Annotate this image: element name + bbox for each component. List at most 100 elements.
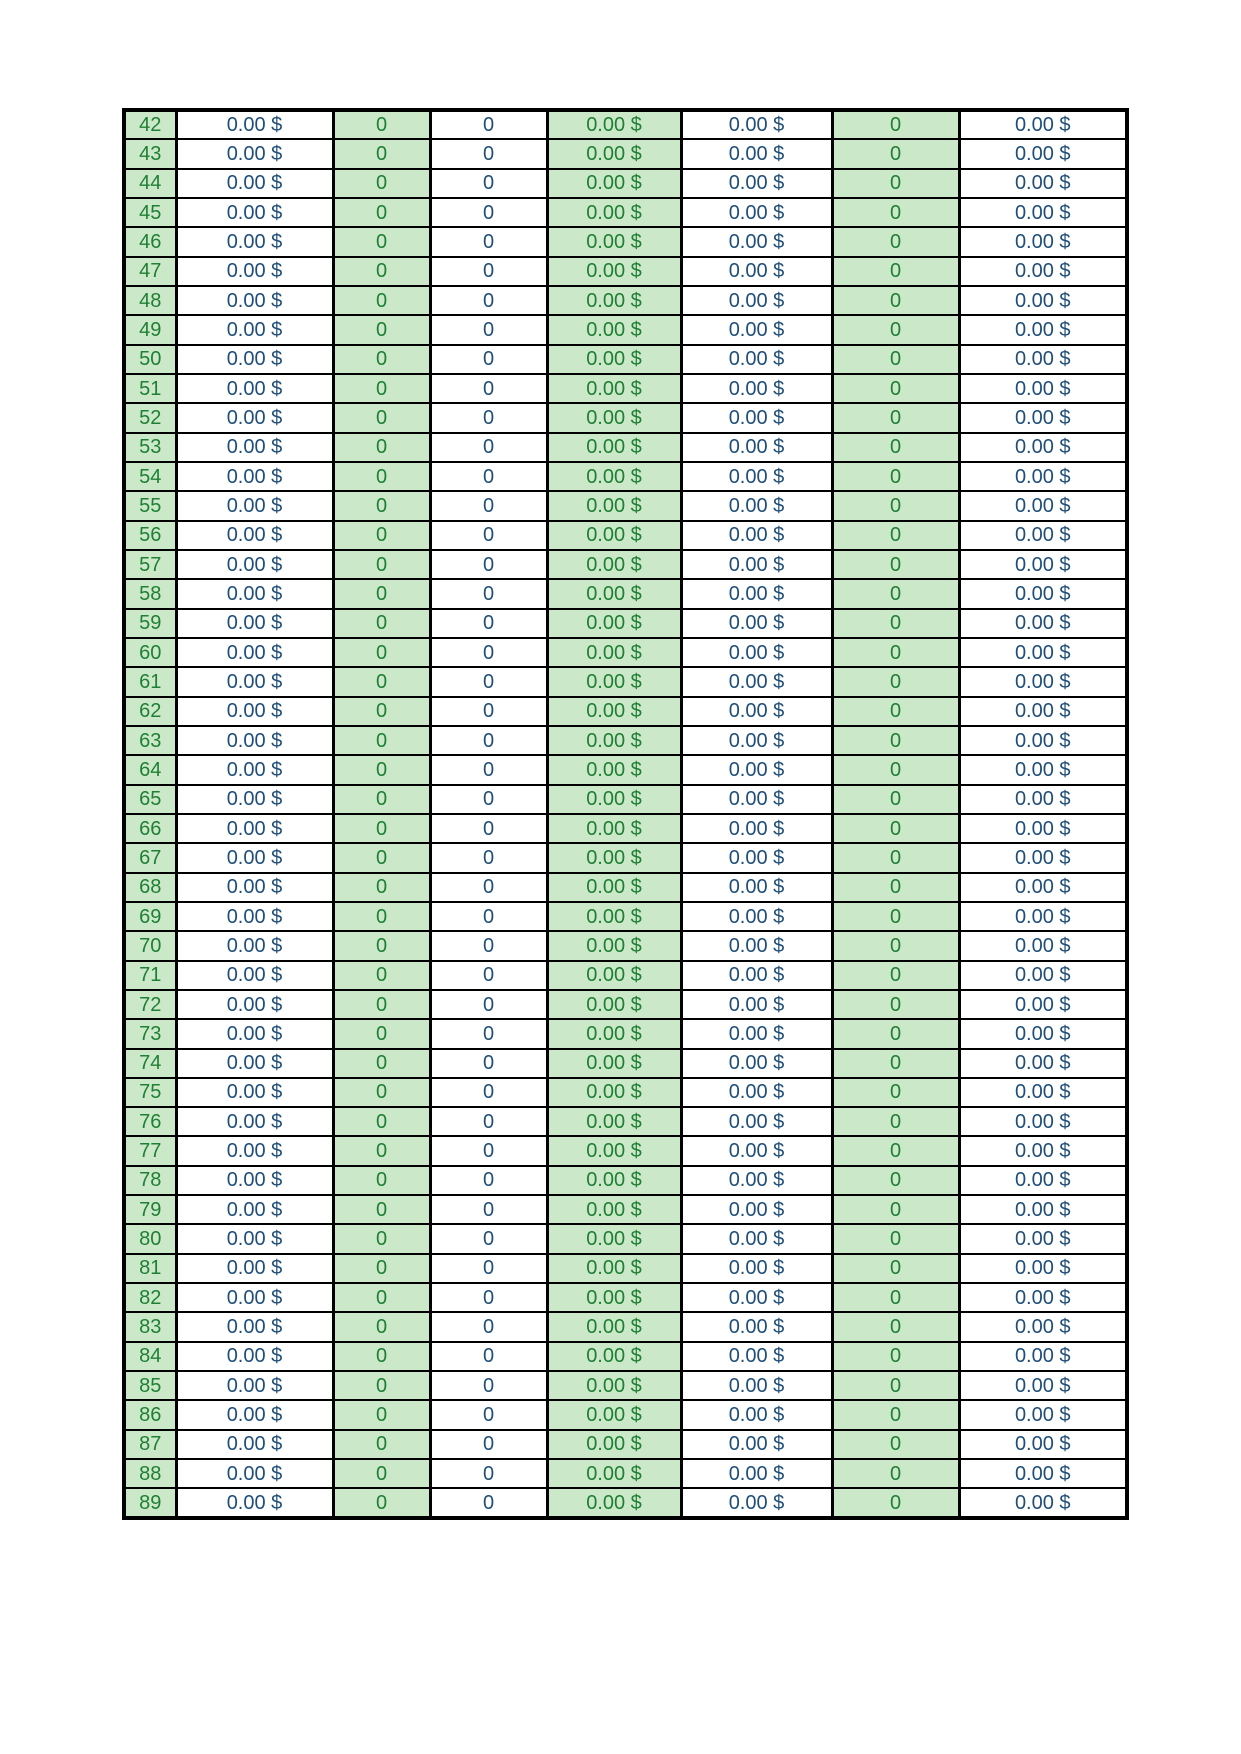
count-cell: 0: [331, 666, 432, 698]
table-row: 43 0.00 $ 0 0 0.00 $ 0.00 $ 0 0.00 $: [122, 138, 1129, 170]
amount-cell: 0.00 $: [679, 754, 834, 786]
amount-cell: 0.00 $: [679, 988, 834, 1021]
count-cell: 0: [428, 196, 549, 229]
amount-cell: 0.00 $: [174, 900, 335, 933]
count-cell: 0: [830, 402, 961, 434]
count-cell: 0: [331, 1370, 432, 1402]
table-row: 48 0.00 $ 0 0 0.00 $ 0.00 $ 0 0.00 $: [122, 284, 1129, 317]
grid-body: 42 0.00 $ 0 0 0.00 $ 0.00 $ 0 0.00 $ 43 …: [122, 108, 1129, 1519]
table-row: 79 0.00 $ 0 0 0.00 $ 0.00 $ 0 0.00 $: [122, 1194, 1129, 1226]
amount-cell: 0.00 $: [679, 724, 834, 757]
table-row: 47 0.00 $ 0 0 0.00 $ 0.00 $ 0 0.00 $: [122, 255, 1129, 287]
amount-cell: 0.00 $: [679, 783, 834, 815]
count-cell: 0: [428, 1223, 549, 1255]
amount-cell: 0.00 $: [174, 783, 335, 815]
count-cell: 0: [428, 1487, 549, 1519]
amount-cell: 0.00 $: [174, 1458, 335, 1490]
count-cell: 0: [830, 1076, 961, 1109]
count-cell: 0: [331, 1106, 432, 1138]
amount-cell: 0.00 $: [174, 138, 335, 170]
amount-cell: 0.00 $: [545, 900, 683, 933]
amount-cell: 0.00 $: [679, 607, 834, 639]
count-cell: 0: [830, 1311, 961, 1343]
amount-cell: 0.00 $: [545, 138, 683, 170]
amount-cell: 0.00 $: [545, 578, 683, 610]
amount-cell: 0.00 $: [174, 284, 335, 317]
amount-cell: 0.00 $: [174, 636, 335, 669]
count-cell: 0: [331, 460, 432, 493]
count-cell: 0: [428, 343, 549, 375]
count-cell: 0: [830, 1047, 961, 1079]
count-cell: 0: [331, 959, 432, 991]
table-row: 88 0.00 $ 0 0 0.00 $ 0.00 $ 0 0.00 $: [122, 1458, 1129, 1490]
table-row: 56 0.00 $ 0 0 0.00 $ 0.00 $ 0 0.00 $: [122, 519, 1129, 551]
count-cell: 0: [331, 314, 432, 346]
count-cell: 0: [830, 1106, 961, 1138]
amount-cell: 0.00 $: [957, 930, 1129, 962]
count-cell: 0: [331, 372, 432, 405]
count-cell: 0: [331, 871, 432, 903]
amount-cell: 0.00 $: [679, 490, 834, 522]
count-cell: 0: [331, 548, 432, 581]
amount-cell: 0.00 $: [545, 871, 683, 903]
count-cell: 0: [830, 1018, 961, 1050]
amount-cell: 0.00 $: [957, 284, 1129, 317]
amount-cell: 0.00 $: [679, 255, 834, 287]
row-number-cell: 84: [122, 1340, 178, 1373]
count-cell: 0: [428, 1282, 549, 1314]
count-cell: 0: [428, 372, 549, 405]
amount-cell: 0.00 $: [545, 1340, 683, 1373]
count-cell: 0: [428, 900, 549, 933]
count-cell: 0: [428, 812, 549, 845]
count-cell: 0: [428, 754, 549, 786]
count-cell: 0: [428, 783, 549, 815]
count-cell: 0: [428, 1458, 549, 1490]
amount-cell: 0.00 $: [679, 1194, 834, 1226]
spreadsheet-table: 42 0.00 $ 0 0 0.00 $ 0.00 $ 0 0.00 $ 43 …: [122, 108, 1129, 1520]
count-cell: 0: [331, 1252, 432, 1285]
amount-cell: 0.00 $: [679, 1282, 834, 1314]
amount-cell: 0.00 $: [957, 138, 1129, 170]
amount-cell: 0.00 $: [957, 226, 1129, 258]
table-row: 82 0.00 $ 0 0 0.00 $ 0.00 $ 0 0.00 $: [122, 1282, 1129, 1314]
count-cell: 0: [830, 900, 961, 933]
amount-cell: 0.00 $: [957, 372, 1129, 405]
table-row: 46 0.00 $ 0 0 0.00 $ 0.00 $ 0 0.00 $: [122, 226, 1129, 258]
count-cell: 0: [428, 255, 549, 287]
amount-cell: 0.00 $: [679, 1252, 834, 1285]
table-row: 89 0.00 $ 0 0 0.00 $ 0.00 $ 0 0.00 $: [122, 1487, 1129, 1519]
count-cell: 0: [331, 1194, 432, 1226]
table-row: 64 0.00 $ 0 0 0.00 $ 0.00 $ 0 0.00 $: [122, 754, 1129, 786]
count-cell: 0: [331, 578, 432, 610]
amount-cell: 0.00 $: [545, 548, 683, 581]
row-number-cell: 65: [122, 783, 178, 815]
amount-cell: 0.00 $: [545, 108, 683, 141]
amount-cell: 0.00 $: [545, 1487, 683, 1519]
amount-cell: 0.00 $: [957, 1106, 1129, 1138]
row-number-cell: 63: [122, 724, 178, 757]
amount-cell: 0.00 $: [174, 959, 335, 991]
count-cell: 0: [830, 1135, 961, 1167]
amount-cell: 0.00 $: [174, 1311, 335, 1343]
count-cell: 0: [331, 431, 432, 463]
amount-cell: 0.00 $: [174, 490, 335, 522]
table-row: 44 0.00 $ 0 0 0.00 $ 0.00 $ 0 0.00 $: [122, 167, 1129, 199]
amount-cell: 0.00 $: [174, 1487, 335, 1519]
count-cell: 0: [830, 754, 961, 786]
count-cell: 0: [331, 930, 432, 962]
count-cell: 0: [428, 1018, 549, 1050]
amount-cell: 0.00 $: [957, 754, 1129, 786]
table-row: 66 0.00 $ 0 0 0.00 $ 0.00 $ 0 0.00 $: [122, 812, 1129, 845]
row-number-cell: 75: [122, 1076, 178, 1109]
amount-cell: 0.00 $: [679, 666, 834, 698]
table-row: 87 0.00 $ 0 0 0.00 $ 0.00 $ 0 0.00 $: [122, 1428, 1129, 1461]
count-cell: 0: [331, 1458, 432, 1490]
amount-cell: 0.00 $: [545, 695, 683, 727]
amount-cell: 0.00 $: [545, 1428, 683, 1461]
amount-cell: 0.00 $: [174, 460, 335, 493]
row-number-cell: 81: [122, 1252, 178, 1285]
row-number-cell: 42: [122, 108, 178, 141]
count-cell: 0: [331, 1428, 432, 1461]
amount-cell: 0.00 $: [957, 1282, 1129, 1314]
row-number-cell: 82: [122, 1282, 178, 1314]
